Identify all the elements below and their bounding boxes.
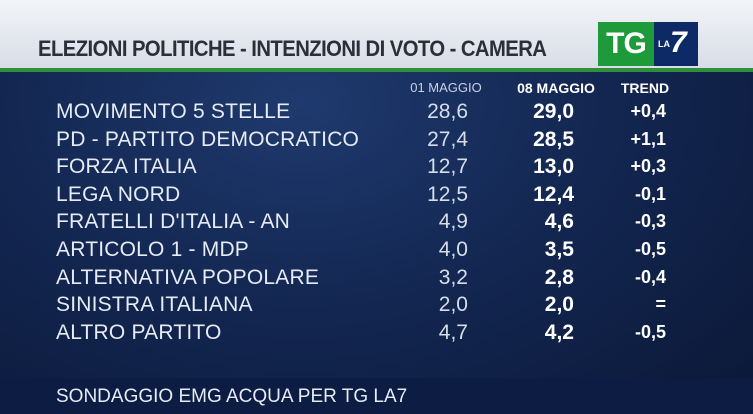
- value-01-maggio: 4,0: [438, 238, 468, 261]
- value-01-maggio: 27,4: [427, 127, 468, 151]
- value-08-maggio: 4,2: [544, 320, 574, 344]
- table-row: SINISTRA ITALIANA 2,0 2,0 =: [0, 291, 753, 318]
- value-08-maggio: 2,0: [544, 293, 574, 317]
- value-trend: +0,4: [630, 101, 666, 121]
- logo-tg: TG: [598, 22, 654, 66]
- value-trend: -0,4: [634, 266, 666, 287]
- column-header-01-maggio: 01 MAGGIO: [410, 80, 482, 95]
- value-trend: -0,3: [634, 211, 666, 232]
- party-name: SINISTRA ITALIANA: [56, 293, 253, 317]
- logo-la: LA: [658, 39, 670, 49]
- value-01-maggio: 12,5: [427, 182, 468, 206]
- party-name: ARTICOLO 1 - MDP: [56, 238, 250, 261]
- table-row: FORZA ITALIA 12,7 13,0 +0,3: [0, 153, 753, 180]
- table-row: PD - PARTITO DEMOCRATICO 27,4 28,5 +1,1: [0, 126, 753, 153]
- value-08-maggio: 2,8: [544, 265, 574, 289]
- table-row: ARTICOLO 1 - MDP 4,0 3,5 -0,5: [0, 236, 753, 263]
- table-row: LEGA NORD 12,5 12,4 -0,1: [0, 181, 753, 208]
- value-trend: +1,1: [630, 128, 666, 149]
- table-row: FRATELLI D'ITALIA - AN 4,9 4,6 -0,3: [0, 208, 753, 235]
- page-title: ELEZIONI POLITICHE - INTENZIONI DI VOTO …: [38, 36, 547, 61]
- value-08-maggio: 12,4: [533, 182, 574, 206]
- logo-seven: 7: [670, 26, 687, 59]
- value-08-maggio: 13,0: [533, 155, 574, 179]
- value-trend: +0,3: [630, 156, 666, 177]
- tg-la7-logo: TG LA 7: [598, 22, 698, 66]
- table-row: MOVIMENTO 5 STELLE 28,6 29,0 +0,4: [0, 98, 753, 125]
- party-name: MOVIMENTO 5 STELLE: [56, 100, 291, 123]
- value-01-maggio: 2,0: [438, 293, 468, 317]
- party-name: ALTERNATIVA POPOLARE: [56, 265, 320, 289]
- value-01-maggio: 4,7: [438, 320, 468, 344]
- value-01-maggio: 28,6: [427, 100, 468, 123]
- value-trend: -0,5: [634, 239, 666, 259]
- value-01-maggio: 12,7: [427, 155, 468, 179]
- logo-la7: LA 7: [654, 22, 698, 66]
- value-trend: -0,5: [634, 321, 666, 342]
- value-trend: -0,1: [634, 183, 666, 204]
- table-row: ALTERNATIVA POPOLARE 3,2 2,8 -0,4: [0, 264, 753, 291]
- party-name: PD - PARTITO DEMOCRATICO: [56, 127, 360, 151]
- party-name: LEGA NORD: [56, 182, 181, 206]
- party-name: ALTRO PARTITO: [56, 320, 222, 344]
- source-caption: SONDAGGIO EMG ACQUA PER TG LA7: [56, 386, 408, 407]
- column-header-08-maggio: 08 MAGGIO: [517, 80, 595, 96]
- table-row: ALTRO PARTITO 4,7 4,2 -0,5: [0, 319, 753, 346]
- value-trend: =: [655, 294, 666, 315]
- value-08-maggio: 3,5: [544, 238, 574, 261]
- column-header-trend: TREND: [620, 80, 670, 96]
- value-08-maggio: 28,5: [533, 127, 574, 151]
- party-name: FORZA ITALIA: [56, 155, 197, 179]
- value-01-maggio: 4,9: [438, 210, 468, 234]
- value-08-maggio: 4,6: [544, 210, 574, 234]
- party-name: FRATELLI D'ITALIA - AN: [56, 210, 291, 234]
- value-01-maggio: 3,2: [438, 265, 468, 289]
- footer-bar: [0, 378, 753, 414]
- title-underline: [0, 68, 753, 72]
- value-08-maggio: 29,0: [533, 100, 574, 123]
